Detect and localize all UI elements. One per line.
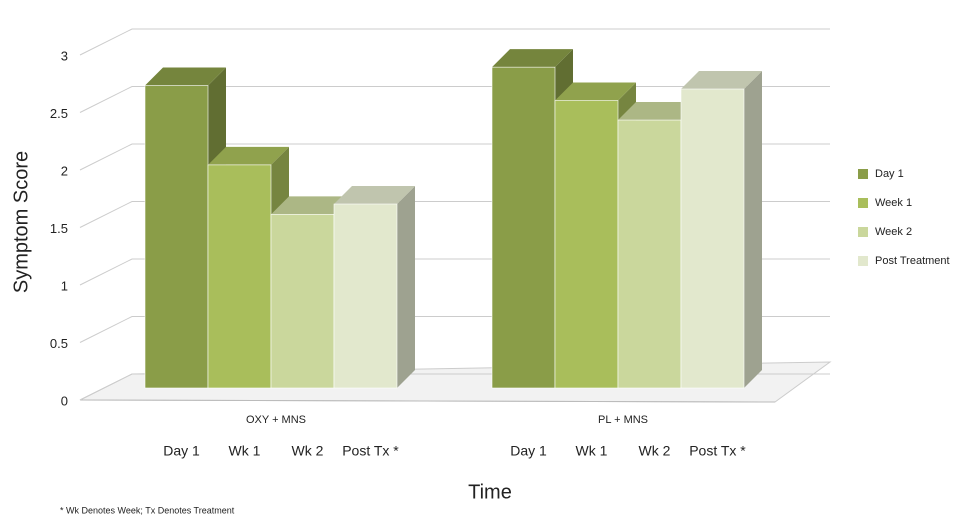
bar-label: Post Tx * (689, 443, 746, 459)
bar-front (554, 100, 619, 389)
bar-label: Wk 2 (639, 443, 671, 459)
bar-front (491, 66, 556, 389)
category-label: OXY + MNS (246, 414, 306, 426)
legend-swatch (858, 169, 868, 179)
axis-line (79, 399, 776, 403)
legend-label: Week 1 (875, 197, 912, 209)
bar-label: Wk 2 (292, 443, 324, 459)
bar-front (680, 88, 745, 389)
bar (554, 82, 636, 389)
bar-label: Post Tx * (342, 443, 399, 459)
x-axis-label: Time (468, 481, 512, 503)
bar-top (618, 102, 699, 121)
bar-side (397, 186, 415, 388)
y-axis-label: Symptom Score (10, 151, 32, 293)
legend-label: Post Treatment (875, 255, 950, 267)
bar (333, 186, 415, 389)
footnote: * Wk Denotes Week; Tx Denotes Treatment (60, 505, 235, 515)
bar-label: Wk 1 (576, 443, 608, 459)
bar-label: Wk 1 (229, 443, 261, 459)
legend-swatch (858, 256, 868, 266)
bar-front (617, 119, 682, 389)
bar-front (207, 164, 272, 389)
legend-label: Week 2 (875, 226, 912, 238)
bar-top (334, 186, 415, 204)
y-tick-label: 2.5 (50, 106, 68, 121)
bar-top (145, 67, 226, 86)
y-tick-label: 2 (61, 163, 68, 178)
bar-front (144, 85, 209, 389)
legend-swatch (858, 198, 868, 208)
bar-top (555, 82, 636, 101)
y-tick-label: 3 (61, 48, 68, 63)
bar-front (270, 214, 335, 389)
y-tick-label: 0.5 (50, 336, 68, 351)
bar-top (208, 146, 289, 165)
legend-label: Day 1 (875, 168, 904, 180)
bar (680, 71, 762, 389)
y-tick-label: 0 (61, 393, 68, 408)
bar-top (492, 49, 573, 68)
bar-top (271, 196, 352, 215)
category-label: PL + MNS (598, 414, 648, 426)
bar-label: Day 1 (163, 443, 200, 459)
bar-top (681, 71, 762, 89)
bar-label: Day 1 (510, 443, 547, 459)
bar-side (744, 71, 762, 388)
y-tick-label: 1.5 (50, 221, 68, 236)
legend-swatch (858, 227, 868, 237)
bar-front (333, 203, 398, 389)
grid-line (79, 28, 830, 56)
y-tick-label: 1 (61, 278, 68, 293)
